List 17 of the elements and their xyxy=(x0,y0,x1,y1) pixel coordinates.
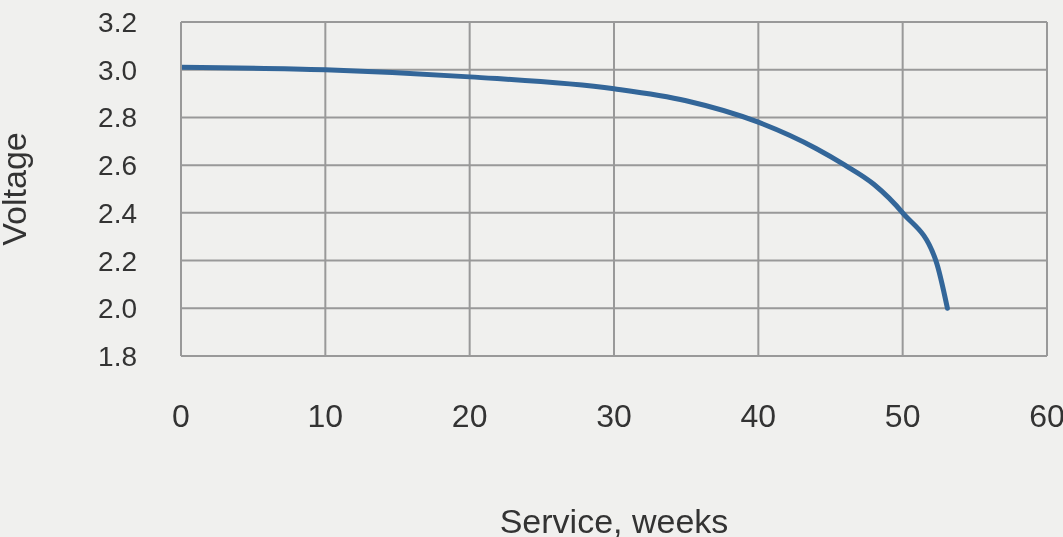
y-tick-label: 2.6 xyxy=(98,150,137,182)
y-tick-label: 1.8 xyxy=(98,340,137,372)
x-tick-label: 50 xyxy=(884,397,921,434)
y-tick-label: 3.2 xyxy=(98,6,137,38)
x-axis-title: Service, weeks xyxy=(499,502,729,537)
y-tick-label: 2.8 xyxy=(98,102,137,134)
y-tick-label: 3.0 xyxy=(98,54,137,86)
x-tick-label: 0 xyxy=(172,397,190,434)
y-axis-title: Voltage xyxy=(0,132,34,246)
y-tick-label: 2.0 xyxy=(98,293,137,325)
y-tick-label: 2.2 xyxy=(98,245,137,277)
x-tick-label: 30 xyxy=(596,397,632,434)
x-tick-label: 10 xyxy=(307,397,344,434)
x-tick-label: 60 xyxy=(1029,397,1063,434)
x-tick-label: 40 xyxy=(740,397,777,434)
x-tick-label: 20 xyxy=(451,397,488,434)
y-tick-label: 2.4 xyxy=(98,197,137,229)
